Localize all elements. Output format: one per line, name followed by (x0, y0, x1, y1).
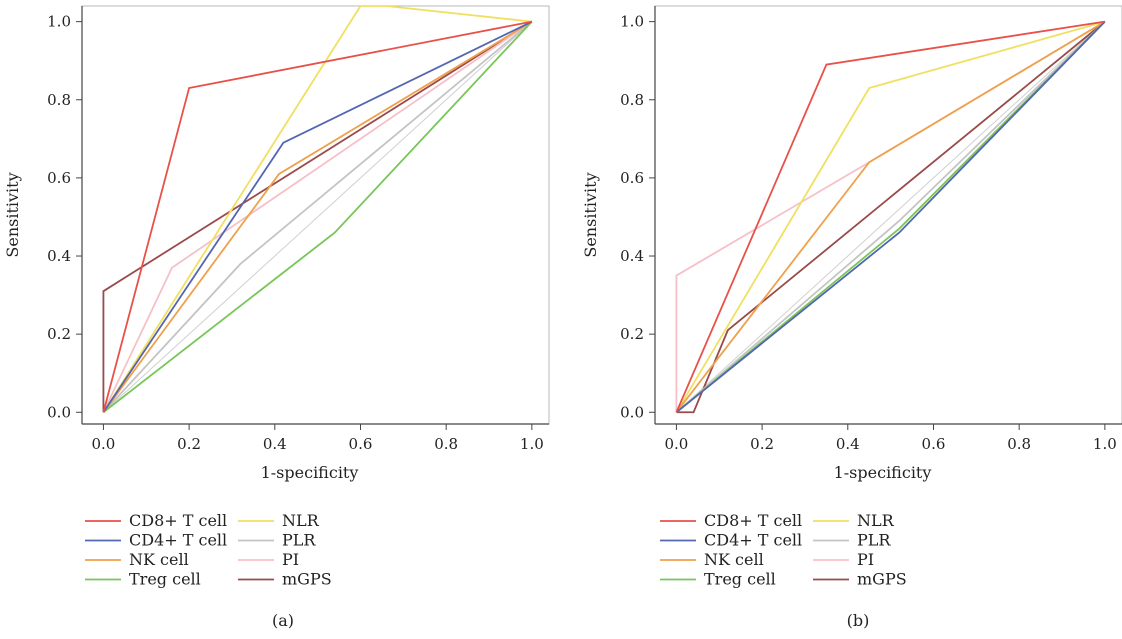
legend-item: CD4+ T cell (660, 531, 802, 550)
legend-label: CD8+ T cell (129, 511, 227, 530)
legend-label: mGPS (857, 570, 907, 589)
panel-label: (b) (847, 611, 870, 630)
legend-item: CD4+ T cell (85, 531, 227, 550)
legend-label: NLR (282, 511, 320, 530)
y-axis-title: Sensitivity (581, 172, 600, 257)
legend-label: CD4+ T cell (704, 531, 802, 550)
x-tick-label: 0.0 (91, 435, 115, 453)
series-line-cd8-t-cell (675, 20, 1105, 413)
series-line-treg-cell (102, 21, 533, 413)
y-tick-label: 1.0 (47, 13, 71, 31)
reference-line (676, 21, 1106, 413)
legend-item: NLR (813, 511, 895, 530)
x-tick-label: 0.6 (922, 435, 946, 453)
legend-item: PLR (238, 531, 316, 550)
x-tick-label: 1.0 (1093, 435, 1117, 453)
series-line-mgps (102, 20, 533, 413)
series-line-cd8-t-cell (102, 20, 533, 413)
legend-item: Treg cell (660, 570, 776, 589)
series-line-cd4-t-cell (675, 21, 1106, 413)
legend-item: CD8+ T cell (85, 511, 227, 530)
y-tick-label: 1.0 (620, 13, 644, 31)
roc-panel-b: 0.0 0.2 0.4 0.6 0.8 1.0 0.0 0.2 0.4 0.6 0.8 1.0 1-sp… (581, 5, 1122, 630)
legend-label: PLR (282, 531, 316, 550)
y-axis-title: Sensitivity (3, 172, 22, 257)
legend-label: CD8+ T cell (704, 511, 802, 530)
x-tick-label: 0.6 (349, 435, 373, 453)
x-tick-label: 0.8 (434, 435, 458, 453)
roc-panel-a: 0.0 0.2 0.4 0.6 0.8 1.0 0.0 0.2 0.4 0.6 0.8 1.0 1-sp… (3, 5, 550, 630)
y-tick-label: 0.4 (47, 247, 71, 265)
series-line-pi (102, 20, 533, 413)
plot-frame (81, 5, 550, 425)
y-tick-label: 0.4 (620, 247, 644, 265)
y-tick-label: 0.8 (47, 91, 71, 109)
plot-frame (654, 5, 1122, 425)
legend-item: NLR (238, 511, 320, 530)
legend-label: CD4+ T cell (129, 531, 227, 550)
legend-label: PI (282, 550, 299, 569)
legend-label: NK cell (129, 550, 189, 569)
x-tick-label: 0.4 (836, 435, 860, 453)
legend-item: NK cell (85, 550, 189, 569)
x-tick-label: 1.0 (520, 435, 544, 453)
legend-label: Treg cell (704, 570, 776, 589)
x-axis-title: 1-specificity (834, 463, 932, 482)
y-tick-label: 0.8 (620, 91, 644, 109)
legend-item: Treg cell (85, 570, 201, 589)
panel-label: (a) (272, 611, 294, 630)
y-tick-label: 0.6 (620, 169, 644, 187)
legend-label: NLR (857, 511, 895, 530)
legend-item: mGPS (238, 570, 332, 589)
series-line-nlr (675, 20, 1106, 413)
legend-label: NK cell (704, 550, 764, 569)
series-group (675, 20, 1106, 414)
series-line-mgps (676, 20, 1106, 414)
series-line-plr (102, 20, 533, 413)
series-line-nk-cell (675, 20, 1106, 413)
legend-label: PLR (857, 531, 891, 550)
legend-item: PLR (813, 531, 891, 550)
legend-item: PI (238, 550, 299, 569)
legend-item: NK cell (660, 550, 764, 569)
reference-line (103, 21, 533, 413)
x-axis-title: 1-specificity (261, 463, 359, 482)
legend-label: PI (857, 550, 874, 569)
legend-item: mGPS (813, 570, 907, 589)
series-line-nk-cell (102, 20, 533, 413)
legend-item: CD8+ T cell (660, 511, 802, 530)
series-line-nlr (102, 6, 532, 413)
y-tick-label: 0.0 (47, 403, 71, 421)
legend-label: Treg cell (129, 570, 201, 589)
x-tick-label: 0.4 (263, 435, 287, 453)
series-line-cd4-t-cell (102, 20, 533, 413)
y-tick-label: 0.2 (47, 325, 71, 343)
series-line-treg-cell (675, 20, 1106, 413)
x-tick-label: 0.8 (1007, 435, 1031, 453)
legend-label: mGPS (282, 570, 332, 589)
y-tick-label: 0.6 (47, 169, 71, 187)
x-tick-label: 0.2 (750, 435, 774, 453)
series-line-plr (675, 20, 1106, 413)
y-tick-label: 0.2 (620, 325, 644, 343)
y-tick-label: 0.0 (620, 403, 644, 421)
series-group (102, 6, 533, 413)
legend-item: PI (813, 550, 874, 569)
x-tick-label: 0.0 (664, 435, 688, 453)
x-tick-label: 0.2 (177, 435, 201, 453)
